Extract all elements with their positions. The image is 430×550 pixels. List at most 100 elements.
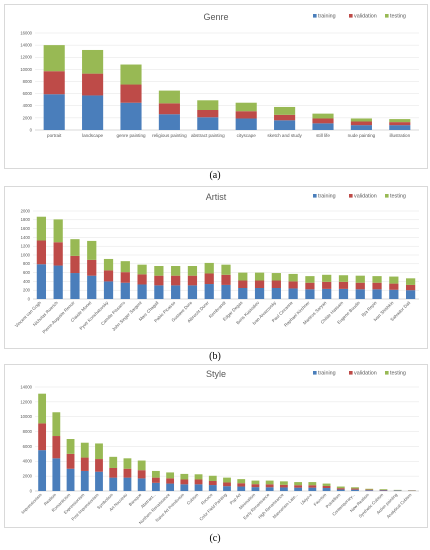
bar-training <box>372 289 382 299</box>
bar-testing <box>208 475 217 481</box>
bar-testing <box>237 479 246 484</box>
bar-training <box>271 288 281 299</box>
bar-testing <box>312 113 334 119</box>
bar-training <box>95 471 103 491</box>
bar-validation <box>180 479 189 485</box>
bar-testing <box>389 119 411 123</box>
bar-training <box>70 273 80 299</box>
bar-training <box>338 288 349 299</box>
y-tick-label: 400 <box>23 279 31 284</box>
bar-validation <box>82 73 104 96</box>
bar-validation <box>123 468 132 478</box>
bar-validation <box>308 485 317 488</box>
bar-validation <box>52 436 61 459</box>
bar-testing <box>137 264 147 275</box>
style-chart: Style 0 2000 4000 6000 8000 10000 12000 14000 tra… <box>20 369 419 525</box>
bar-training <box>43 94 65 130</box>
bar-training <box>365 490 374 491</box>
bar-validation <box>43 71 65 95</box>
y-tick-label: 12000 <box>20 399 32 404</box>
y-tick-label: 0 <box>30 488 33 493</box>
bar-training <box>322 288 332 299</box>
y-tick-label: 800 <box>23 261 31 266</box>
bar-training <box>120 282 130 299</box>
bar-testing <box>254 272 265 281</box>
bar-training <box>238 288 248 299</box>
bar-testing <box>166 472 175 479</box>
bar-validation <box>109 467 118 478</box>
y-tick-label: 1600 <box>21 226 31 231</box>
bar-validation <box>238 280 248 288</box>
bar-testing <box>87 240 97 260</box>
bar-testing <box>271 273 281 281</box>
bar-validation <box>103 270 114 282</box>
bar-testing <box>251 480 260 485</box>
bar-validation <box>288 281 298 289</box>
legend-label-testing: testing <box>390 14 406 20</box>
y-tick-label: 8000 <box>23 429 33 434</box>
bar-testing <box>204 262 214 274</box>
bar-validation <box>271 280 281 288</box>
y-tick-label: 6000 <box>23 444 33 449</box>
y-tick-label: 14000 <box>20 384 32 389</box>
bar-validation <box>336 488 345 490</box>
bar-testing <box>379 489 388 490</box>
bar-validation <box>405 284 416 291</box>
legend-label-validation: validation <box>354 371 377 377</box>
bar-training <box>355 289 365 299</box>
y-tick-label: 4000 <box>23 103 33 108</box>
legend-label-testing: testing <box>390 371 406 377</box>
bar-validation <box>137 470 146 479</box>
x-tick-label: John Singer Sargent <box>111 300 143 332</box>
bar-testing <box>43 45 65 72</box>
y-tick-label: 600 <box>23 270 31 275</box>
y-tick-label: 2000 <box>23 474 33 479</box>
y-tick-label: 0 <box>28 296 31 301</box>
x-tick-label: Ukiyo-e <box>299 492 313 506</box>
bar-training <box>351 489 359 491</box>
bar-validation <box>294 485 303 488</box>
bar-training <box>151 482 160 491</box>
bar-testing <box>235 102 257 112</box>
bar-training <box>52 458 61 491</box>
bar-validation <box>372 282 382 290</box>
x-tick-label: sketch and study <box>267 133 302 138</box>
genre-chart: Genre 0 2000 4000 6000 8000 10000 12000 14000 160… <box>20 12 419 138</box>
bar-training <box>336 489 345 491</box>
bar-validation <box>36 240 47 265</box>
bar-training <box>158 114 180 130</box>
artist-chart-panel: Artist 0 200 400 600 800 1000 1200 1400 1600 1800 2… <box>4 186 428 349</box>
bar-validation <box>70 255 80 274</box>
bar-training <box>294 487 303 491</box>
bar-training <box>180 484 189 491</box>
bar-testing <box>38 393 47 424</box>
y-tick-label: 10000 <box>20 414 32 419</box>
legend-label-testing: testing <box>390 194 406 200</box>
bar-training <box>53 265 63 299</box>
caption-c: (c) <box>209 533 221 544</box>
bar-testing <box>151 470 160 478</box>
y-tick-label: 1200 <box>21 244 31 249</box>
bar-training <box>208 485 217 491</box>
bar-training <box>265 487 274 491</box>
bar-testing <box>274 106 296 115</box>
legend-swatch-testing <box>385 194 389 198</box>
y-tick-label: 200 <box>23 288 31 293</box>
bar-validation <box>171 275 181 286</box>
x-tick-label: illustration <box>389 133 410 138</box>
bar-testing <box>351 487 359 489</box>
bar-training <box>82 95 104 130</box>
bar-training <box>305 289 315 299</box>
bar-training <box>350 125 372 130</box>
bar-testing <box>294 482 303 486</box>
bar-validation <box>194 479 203 485</box>
bar-validation <box>53 242 63 266</box>
bar-validation <box>350 121 372 126</box>
bar-training <box>38 450 47 491</box>
caption-b: (b) <box>209 351 221 362</box>
bar-training <box>103 281 114 299</box>
y-tick-label: 0 <box>30 127 33 132</box>
x-tick-label: still life <box>316 133 330 138</box>
bar-validation <box>322 281 332 289</box>
bar-validation <box>154 275 164 286</box>
